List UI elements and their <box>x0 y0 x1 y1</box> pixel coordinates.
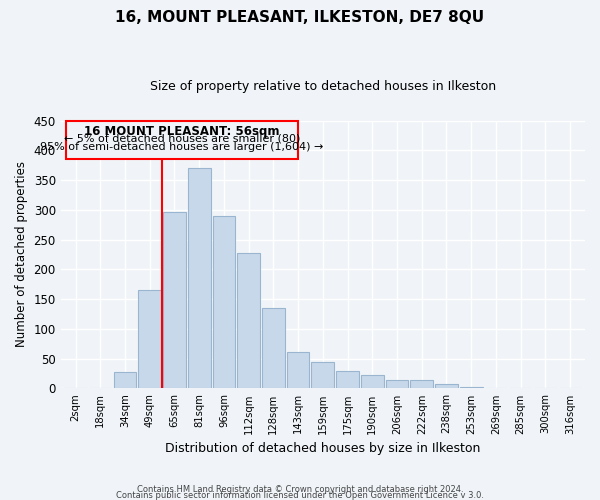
Text: 16 MOUNT PLEASANT: 56sqm: 16 MOUNT PLEASANT: 56sqm <box>84 126 280 138</box>
Text: 95% of semi-detached houses are larger (1,604) →: 95% of semi-detached houses are larger (… <box>40 142 323 152</box>
Text: ← 5% of detached houses are smaller (80): ← 5% of detached houses are smaller (80) <box>64 134 300 143</box>
Text: Contains public sector information licensed under the Open Government Licence v : Contains public sector information licen… <box>116 490 484 500</box>
Y-axis label: Number of detached properties: Number of detached properties <box>15 162 28 348</box>
Bar <box>386 380 409 388</box>
Bar <box>435 384 458 388</box>
Bar <box>212 216 235 388</box>
Bar <box>262 308 285 388</box>
Bar <box>311 362 334 388</box>
Bar <box>410 380 433 388</box>
Title: Size of property relative to detached houses in Ilkeston: Size of property relative to detached ho… <box>150 80 496 93</box>
FancyBboxPatch shape <box>65 120 298 159</box>
Bar <box>460 386 482 388</box>
Bar <box>139 290 161 388</box>
Bar <box>188 168 211 388</box>
Bar <box>237 252 260 388</box>
X-axis label: Distribution of detached houses by size in Ilkeston: Distribution of detached houses by size … <box>165 442 481 455</box>
Bar <box>361 374 383 388</box>
Bar <box>336 370 359 388</box>
Text: Contains HM Land Registry data © Crown copyright and database right 2024.: Contains HM Land Registry data © Crown c… <box>137 484 463 494</box>
Text: 16, MOUNT PLEASANT, ILKESTON, DE7 8QU: 16, MOUNT PLEASANT, ILKESTON, DE7 8QU <box>115 10 485 25</box>
Bar <box>113 372 136 388</box>
Bar <box>287 352 310 389</box>
Bar <box>163 212 186 388</box>
